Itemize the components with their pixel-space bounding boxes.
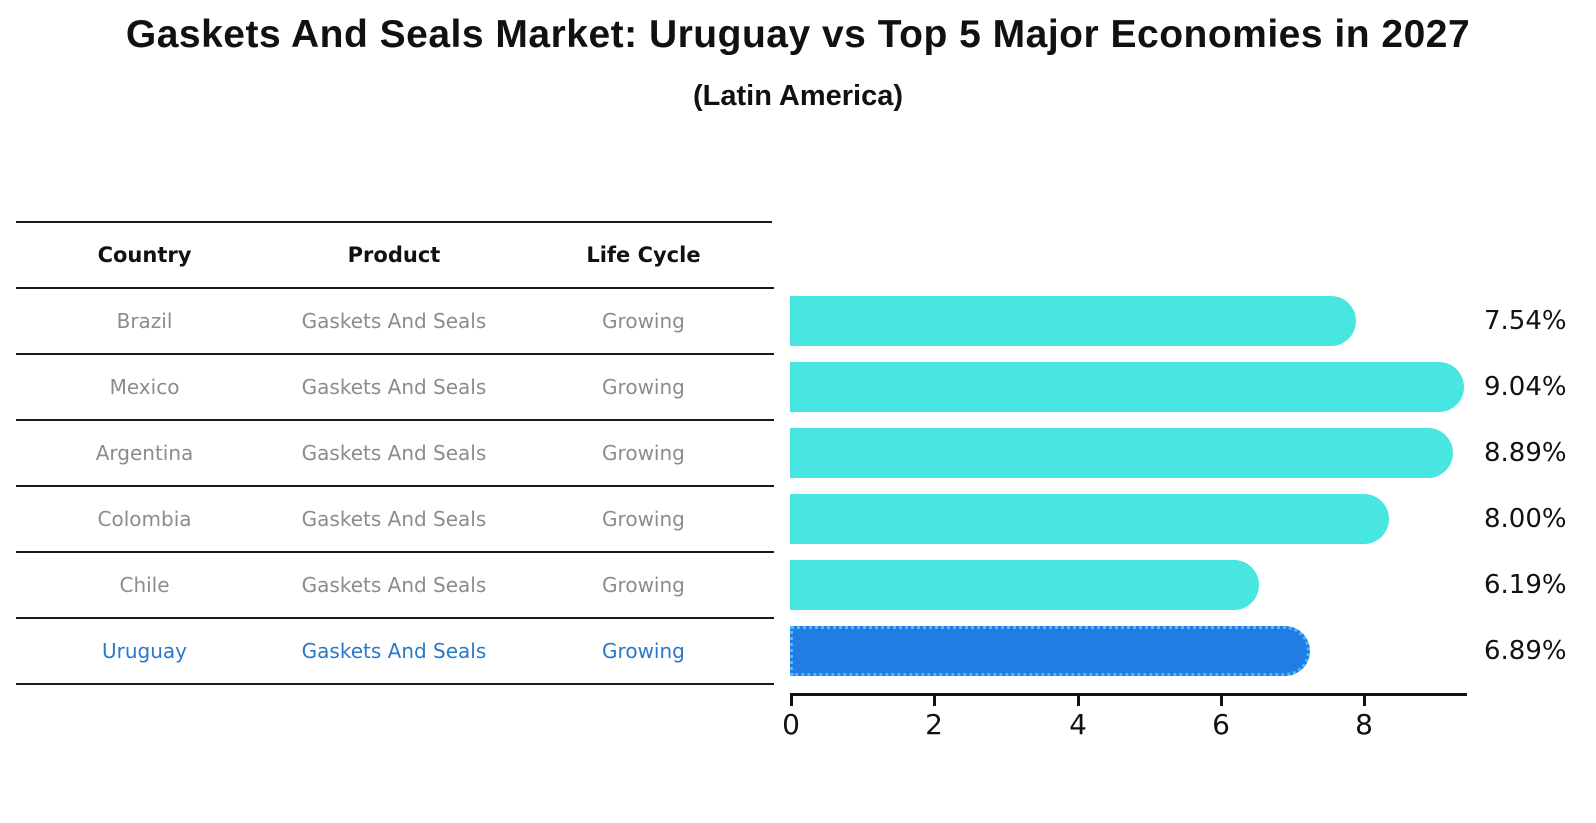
x-axis-tick-label: 0	[782, 708, 800, 741]
bar-brazil	[790, 296, 1356, 346]
chart-title: Gaskets And Seals Market: Uruguay vs Top…	[125, 13, 1471, 56]
y-axis-tick	[756, 551, 774, 553]
cell-life-cycle: Growing	[602, 507, 685, 531]
table-row-colombia: Colombia Gaskets And Seals Growing	[16, 487, 772, 553]
bar-mexico	[790, 362, 1464, 412]
cell-product: Gaskets And Seals	[301, 573, 487, 597]
bar-argentina	[790, 428, 1453, 478]
x-axis-tick	[933, 696, 936, 706]
table-body: Brazil Gaskets And Seals Growing Mexico Gask…	[16, 289, 772, 685]
value-label-chile: 6.19%	[1484, 570, 1567, 600]
country-table: Country Product Life Cycle Brazil Gaskets…	[16, 221, 772, 685]
y-axis-tick	[756, 683, 774, 685]
x-axis-tick	[1077, 696, 1080, 706]
x-axis-tick-label: 2	[925, 708, 943, 741]
table-header-row: Country Product Life Cycle	[16, 223, 772, 289]
table-row-uruguay: Uruguay Gaskets And Seals Growing	[16, 619, 772, 685]
x-axis-tick	[1363, 696, 1366, 706]
cell-product: Gaskets And Seals	[301, 639, 487, 663]
bar-colombia	[790, 494, 1389, 544]
y-axis-tick	[756, 287, 774, 289]
cell-country: Chile	[119, 573, 170, 597]
y-axis-tick	[756, 617, 774, 619]
bar-chile	[790, 560, 1259, 610]
x-axis-tick	[1220, 696, 1223, 706]
x-axis-tick	[790, 696, 793, 706]
value-label-argentina: 8.89%	[1484, 438, 1567, 468]
cell-life-cycle: Growing	[602, 309, 685, 333]
cell-life-cycle: Growing	[602, 441, 685, 465]
value-label-colombia: 8.00%	[1484, 504, 1567, 534]
cell-product: Gaskets And Seals	[301, 309, 487, 333]
table-row-mexico: Mexico Gaskets And Seals Growing	[16, 355, 772, 421]
cell-country: Brazil	[116, 309, 173, 333]
y-axis-tick	[756, 485, 774, 487]
cell-product: Gaskets And Seals	[301, 441, 487, 465]
value-label-brazil: 7.54%	[1484, 306, 1567, 336]
x-axis-tick-label: 4	[1069, 708, 1087, 741]
cell-country: Colombia	[97, 507, 192, 531]
y-axis-tick	[756, 419, 774, 421]
cell-life-cycle: Growing	[602, 639, 685, 663]
cell-life-cycle: Growing	[602, 573, 685, 597]
cell-country: Mexico	[109, 375, 180, 399]
table-row-brazil: Brazil Gaskets And Seals Growing	[16, 289, 772, 355]
column-header-country: Country	[97, 243, 192, 267]
x-axis-line	[790, 693, 1467, 696]
bar-uruguay	[790, 626, 1310, 676]
y-axis-tick	[756, 353, 774, 355]
table-row-chile: Chile Gaskets And Seals Growing	[16, 553, 772, 619]
cell-life-cycle: Growing	[602, 375, 685, 399]
column-header-product: Product	[347, 243, 441, 267]
x-axis-tick-label: 6	[1212, 708, 1230, 741]
bar-plot: 0 2 4 6 8	[756, 287, 1467, 741]
x-axis-tick-label: 8	[1355, 708, 1373, 741]
table-row-argentina: Argentina Gaskets And Seals Growing	[16, 421, 772, 487]
value-label-mexico: 9.04%	[1484, 372, 1567, 402]
cell-product: Gaskets And Seals	[301, 375, 487, 399]
chart-subtitle: (Latin America)	[692, 80, 904, 112]
cell-country: Argentina	[95, 441, 194, 465]
cell-product: Gaskets And Seals	[301, 507, 487, 531]
cell-country: Uruguay	[102, 639, 188, 663]
value-label-uruguay: 6.89%	[1484, 636, 1567, 666]
column-header-life-cycle: Life Cycle	[586, 243, 701, 267]
